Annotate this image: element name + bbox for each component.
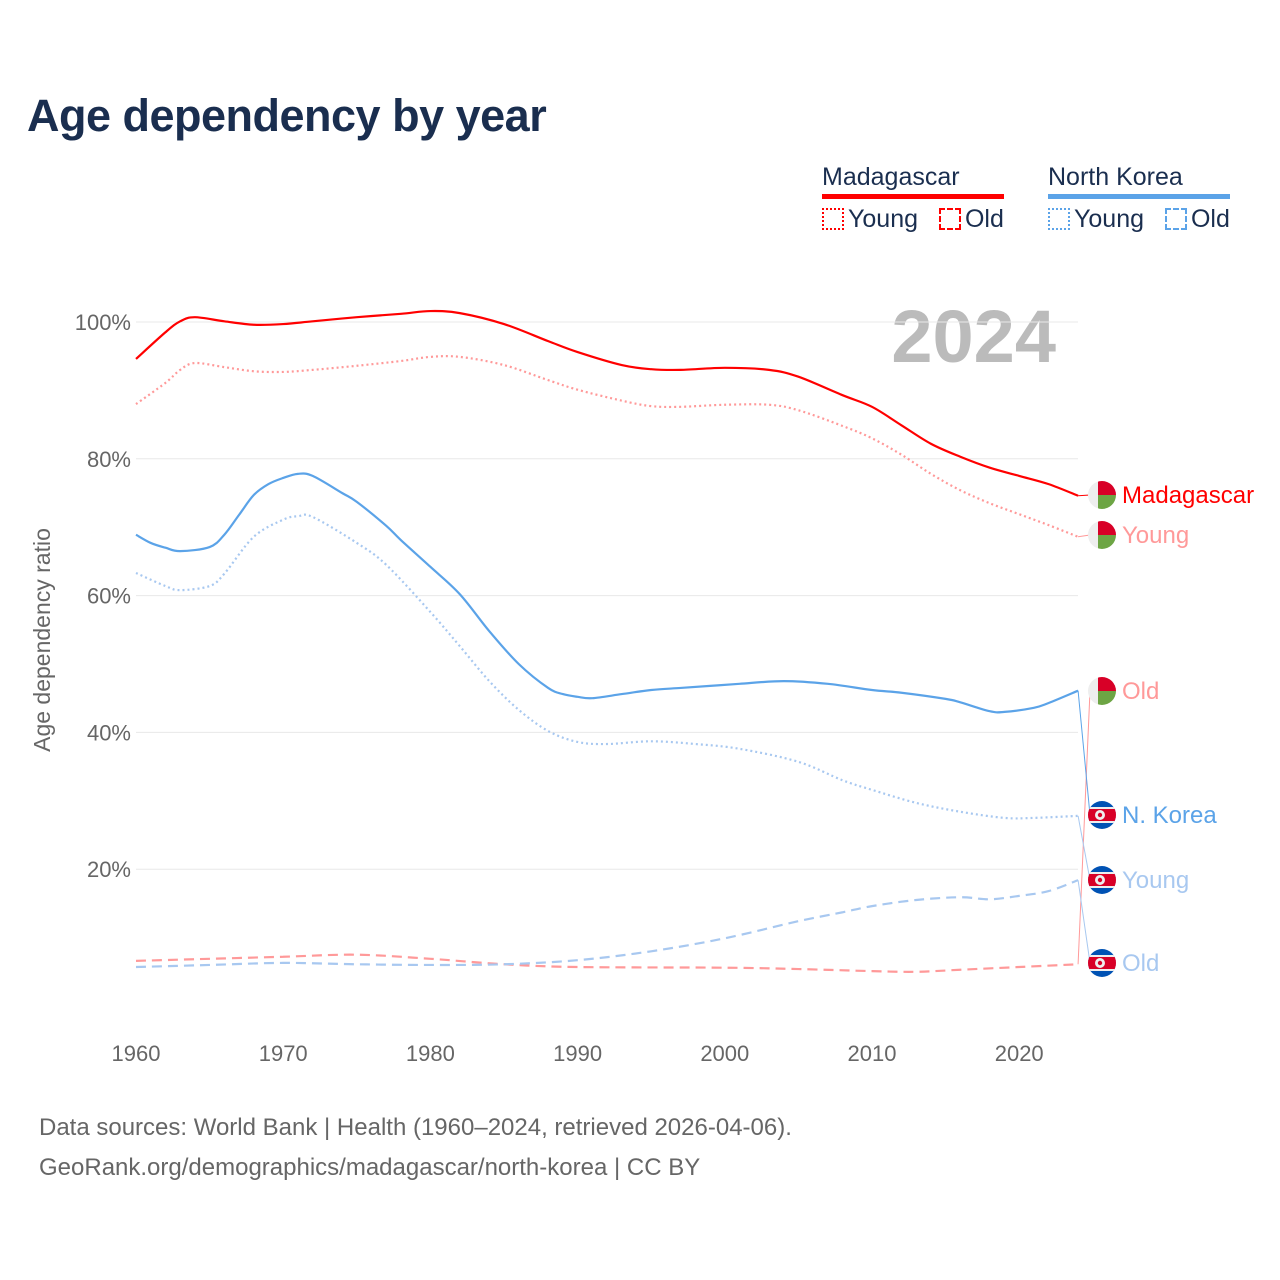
legend-north-korea: North Korea Young Old xyxy=(1048,163,1230,234)
series-line-north-korea xyxy=(135,472,1079,714)
footer-sources: Data sources: World Bank | Health (1960–… xyxy=(39,1114,792,1141)
end-connector xyxy=(1077,690,1091,965)
end-label: Old xyxy=(1122,950,1159,977)
y-axis-label: Age dependency ratio xyxy=(29,528,55,752)
end-connector xyxy=(1077,815,1091,881)
x-tick-label: 1980 xyxy=(406,1041,455,1066)
series-line-north-korea-young xyxy=(135,513,1079,820)
end-label: Old xyxy=(1122,678,1159,705)
end-connector xyxy=(1077,690,1091,816)
y-tick-label: 80% xyxy=(87,447,131,472)
x-tick-label: 1990 xyxy=(553,1041,602,1066)
series-line-north-korea-old xyxy=(135,879,1079,969)
x-tick-label: 1970 xyxy=(259,1041,308,1066)
dashed-swatch-icon xyxy=(1164,208,1187,230)
series-line-madagascar-young xyxy=(135,355,1079,538)
legend-north-korea-young: Young xyxy=(1074,205,1144,233)
year-watermark: 2024 xyxy=(891,295,1056,378)
north-korea-flag-icon xyxy=(1088,801,1116,829)
footer: Data sources: World Bank | Health (1960–… xyxy=(39,1108,792,1188)
y-tick-label: 20% xyxy=(87,857,131,882)
series-line-madagascar-old xyxy=(135,953,1079,973)
y-tick-label: 60% xyxy=(87,584,131,609)
chart-title: Age dependency by year xyxy=(27,90,547,141)
madagascar-flag-icon xyxy=(1088,521,1116,549)
north-korea-flag-icon xyxy=(1088,866,1116,894)
end-connector xyxy=(1077,880,1091,964)
legend-madagascar-title: Madagascar xyxy=(822,163,1004,199)
x-tick-label: 2010 xyxy=(848,1041,897,1066)
dotted-swatch-icon xyxy=(822,208,844,230)
series-line-madagascar xyxy=(135,309,1079,497)
legend-north-korea-old: Old xyxy=(1190,205,1230,233)
y-tick-label: 40% xyxy=(87,720,131,745)
end-label: Madagascar xyxy=(1122,482,1254,509)
dotted-swatch-icon xyxy=(1048,208,1070,230)
dashed-swatch-icon xyxy=(938,208,961,230)
end-label: Young xyxy=(1122,867,1189,894)
footer-link[interactable]: GeoRank.org/demographics/madagascar/nort… xyxy=(39,1154,701,1181)
legend-madagascar-old: Old xyxy=(964,205,1004,233)
end-label: N. Korea xyxy=(1122,802,1217,829)
legend-madagascar-young: Young xyxy=(848,205,918,233)
x-tick-label: 2020 xyxy=(995,1041,1044,1066)
end-label: Young xyxy=(1122,522,1189,549)
madagascar-flag-icon xyxy=(1088,677,1116,705)
x-tick-label: 2000 xyxy=(700,1041,749,1066)
north-korea-flag-icon xyxy=(1088,949,1116,977)
y-tick-label: 100% xyxy=(75,310,131,335)
madagascar-flag-icon xyxy=(1088,481,1116,509)
legend-madagascar: Madagascar Young Old xyxy=(822,163,1004,234)
x-tick-label: 1960 xyxy=(112,1041,161,1066)
legend-north-korea-title: North Korea xyxy=(1048,163,1230,199)
